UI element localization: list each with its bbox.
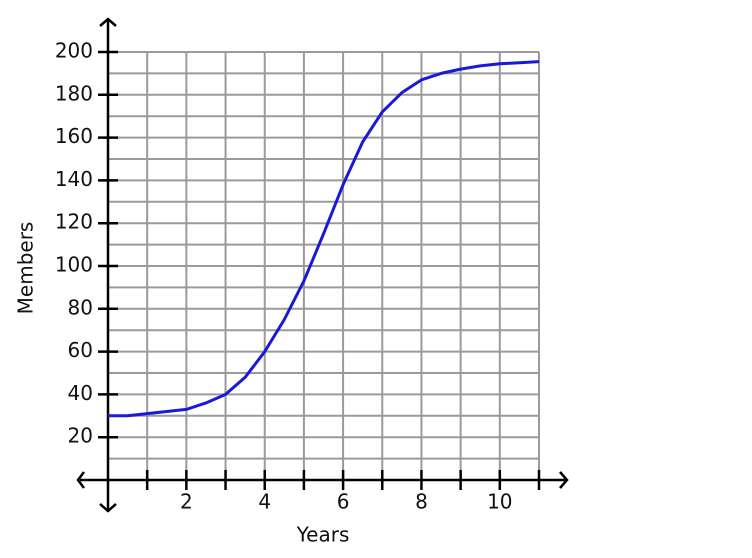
- y-tick-label: 20: [68, 424, 93, 448]
- y-tick-label: 120: [55, 210, 93, 234]
- x-tick-label: 4: [258, 490, 271, 514]
- y-tick-label: 180: [55, 81, 93, 105]
- x-axis-arrows: [76, 471, 569, 489]
- y-tick-label: 40: [68, 381, 93, 405]
- y-tick-label: 60: [68, 338, 93, 362]
- x-axis-label: Years: [296, 523, 350, 547]
- x-tick-label: 2: [180, 490, 193, 514]
- grid: [108, 51, 540, 480]
- y-axis-label: Members: [14, 222, 38, 315]
- y-tick-label: 200: [55, 39, 93, 63]
- data-line: [108, 60, 540, 418]
- y-tick-label: 160: [55, 124, 93, 148]
- y-tick-label: 100: [55, 253, 93, 277]
- y-tick-label: 140: [55, 167, 93, 191]
- y-axis-arrows: [99, 17, 117, 513]
- x-tick-label: 6: [337, 490, 350, 514]
- y-tick-label: 80: [68, 295, 93, 319]
- x-tick-label: 10: [487, 490, 512, 514]
- x-tick-label: 8: [415, 490, 428, 514]
